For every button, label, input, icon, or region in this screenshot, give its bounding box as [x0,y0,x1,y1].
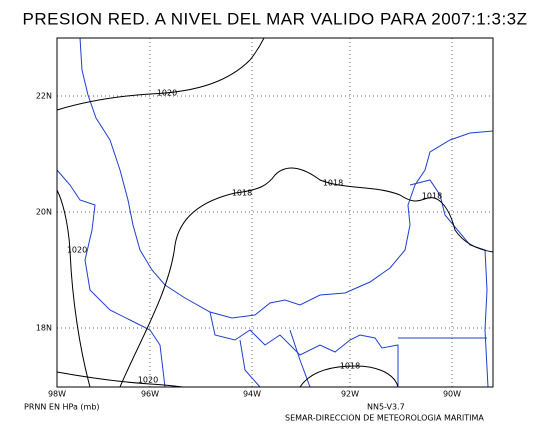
coastline [409,179,489,388]
contour-label: 1020 [138,376,158,385]
coastline [79,37,494,319]
lon-label: 96W [141,390,159,399]
contour-labels: 1020 1018 1018 1018 1020 1018 1020 [67,89,442,385]
axis-labels: 22N 20N 18N 98W 96W 94W 92W 90W [36,92,461,399]
isobars [56,37,494,388]
contour-label: 1020 [67,246,87,255]
lat-label: 18N [36,324,52,333]
isobar [299,365,399,388]
lat-label: 20N [36,208,52,217]
credit-note: SEMAR-DIRECCION DE METEOROLOGIA MARITIMA [285,414,484,423]
isobar [56,189,91,388]
lat-label: 22N [36,92,52,101]
map-title: PRESION RED. A NIVEL DEL MAR VALIDO PARA… [22,9,527,28]
map-frame [56,37,494,388]
isobar [119,167,494,388]
isobar [56,37,265,111]
coastline [56,169,166,388]
contour-label: 1018 [340,362,360,371]
contour-label: 1018 [232,189,252,198]
version-note: NN5-V3.7 [367,403,405,412]
border [209,311,399,387]
units-note: PRNN EN HPa (mb) [24,403,100,412]
lon-label: 94W [243,390,261,399]
grid [57,38,493,387]
coastlines [56,37,494,388]
contour-label: 1018 [323,179,343,188]
lon-label: 90W [443,390,461,399]
border [239,329,311,388]
contour-label: 1020 [157,89,177,98]
lon-label: 92W [341,390,359,399]
isobar [56,371,186,388]
lon-label: 98W [48,390,66,399]
contour-label: 1018 [422,192,442,201]
